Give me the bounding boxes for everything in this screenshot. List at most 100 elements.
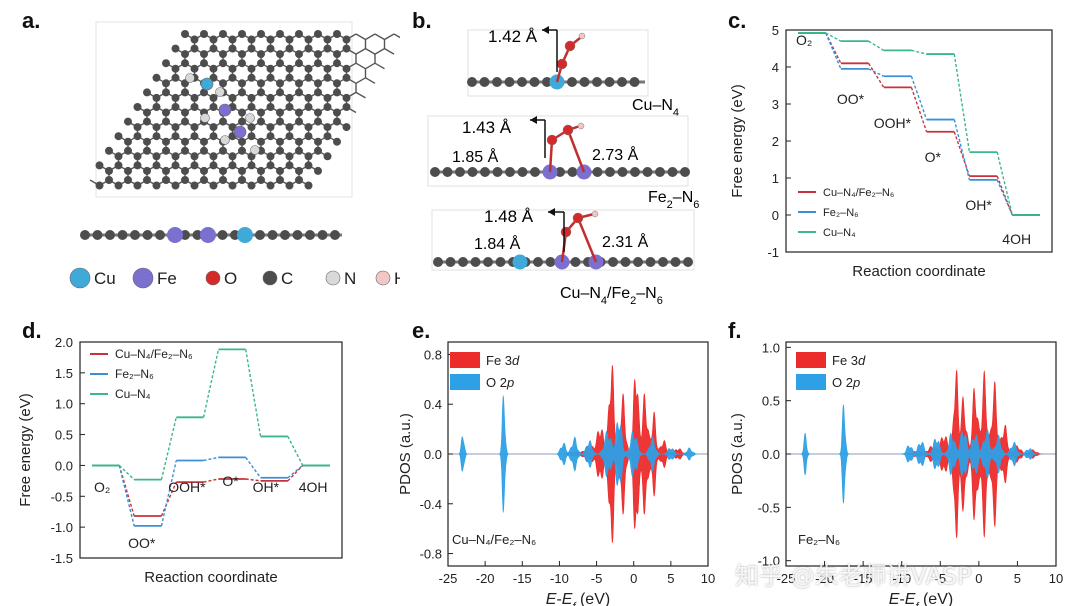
carbon-atom [238, 79, 246, 88]
x-tick-label: -5 [591, 571, 603, 586]
carbon-atom [304, 73, 313, 82]
panel-label-e: e. [412, 318, 431, 343]
carbon-atom [645, 257, 656, 267]
n-atom [220, 135, 230, 145]
o-atom [572, 212, 584, 224]
carbon-atom [190, 132, 199, 141]
arrow-head [542, 26, 549, 34]
carbon-atom [542, 77, 552, 87]
plot-frame [79, 341, 343, 559]
carbon-atom [219, 146, 227, 155]
c-c-bond [365, 77, 376, 84]
carbon-atom [143, 108, 151, 117]
x-tick-label: 0 [975, 571, 982, 586]
y-tick-label: -0.4 [420, 497, 442, 512]
energy-connector [118, 464, 135, 481]
carbon-atom [171, 181, 180, 190]
carbon-atom [304, 44, 313, 53]
carbon-atom [285, 44, 294, 53]
energy-connector [160, 460, 177, 527]
carbon-atom [181, 59, 189, 68]
carbon-atom [171, 64, 180, 73]
c-c-bond [365, 62, 376, 70]
carbon-atom [217, 230, 228, 240]
carbon-atom [333, 79, 341, 88]
energy-connector [287, 464, 304, 479]
carbon-atom [162, 176, 170, 184]
carbon-atom [181, 137, 189, 146]
carbon-atom [209, 123, 218, 132]
carbon-atom [124, 166, 132, 175]
energy-connector [996, 175, 1013, 216]
carbon-atom [162, 146, 170, 155]
carbon-atom [114, 161, 123, 170]
carbon-atom [228, 44, 237, 53]
y-tick-label: 0.5 [762, 394, 780, 409]
y-axis-label: Free energy (eV) [17, 393, 34, 506]
energy-connector [953, 119, 971, 181]
carbon-atom [200, 146, 208, 155]
carbon-atom [492, 167, 503, 177]
legend: Cu–N₄/Fe₂–N₆ Fe₂–N₆ Cu–N₄ [798, 187, 894, 239]
legend-swatch [450, 352, 480, 368]
carbon-atom [266, 132, 275, 141]
carbon-atom [257, 50, 265, 59]
energy-connector [160, 481, 177, 517]
carbon-atom [238, 137, 246, 146]
carbon-atom [266, 64, 275, 73]
carbon-atom [295, 79, 303, 88]
carbon-atom [152, 181, 161, 190]
carbon-atom [342, 103, 351, 111]
series-2 [92, 348, 330, 481]
o-atom [560, 226, 572, 238]
carbon-atom [162, 117, 170, 126]
legend-swatch-fe [132, 267, 154, 289]
legend: Cu–N₄/Fe₂–N₆ Fe₂–N₆ Cu–N₄ [90, 347, 193, 401]
carbon-atom [323, 123, 332, 132]
energy-connector [825, 32, 842, 42]
carbon-atom [124, 137, 132, 146]
y-tick-label: 0.8 [424, 347, 442, 362]
x-axis-label: E-Ef (eV) [546, 591, 610, 606]
legend-swatch [450, 374, 480, 390]
energy-connector [910, 76, 928, 120]
step-label-o2: O₂ [796, 32, 812, 48]
carbon-atom [629, 77, 640, 87]
carbon-atom [162, 166, 170, 175]
carbon-atom [228, 181, 237, 190]
carbon-atom [181, 88, 189, 97]
y-tick-label: 1 [772, 171, 779, 186]
c-c-bond [355, 62, 366, 70]
legend-label-h: H [394, 269, 400, 288]
carbon-atom [467, 167, 478, 177]
n-atom [215, 87, 225, 97]
y-tick-label: 4 [772, 60, 779, 75]
legend-label: O 2p [486, 375, 514, 390]
x-tick-label: -20 [476, 571, 495, 586]
legend-swatch [796, 374, 826, 390]
carbon-atom [133, 123, 142, 132]
c-c-bond [384, 33, 395, 41]
carbon-atom [133, 161, 142, 170]
carbon-atom [247, 161, 256, 170]
y-tick-label: -1.0 [51, 520, 73, 535]
carbon-atom [143, 117, 151, 126]
y-tick-label: 1.0 [55, 397, 73, 412]
carbon-atom [171, 152, 180, 161]
carbon-atom [238, 117, 246, 126]
carbon-atom [304, 93, 313, 102]
x-tick-label: -10 [892, 571, 911, 586]
o-atom [562, 124, 574, 136]
carbon-atom [266, 103, 275, 111]
carbon-atom [276, 117, 284, 126]
carbon-atom [219, 50, 227, 59]
carbon-atom [247, 132, 256, 141]
carbon-atom [247, 123, 256, 132]
y-tick-label: 3 [772, 97, 779, 112]
y-tick-label: -1.0 [758, 554, 780, 569]
h-atom [591, 210, 599, 218]
x-axis-label: E-Ef (eV) [889, 591, 953, 606]
fe-o-distance-left-cu-n4-fe2-n6: 1.84 Å [474, 234, 521, 253]
carbon-atom [342, 123, 351, 132]
carbon-atom [105, 176, 113, 184]
